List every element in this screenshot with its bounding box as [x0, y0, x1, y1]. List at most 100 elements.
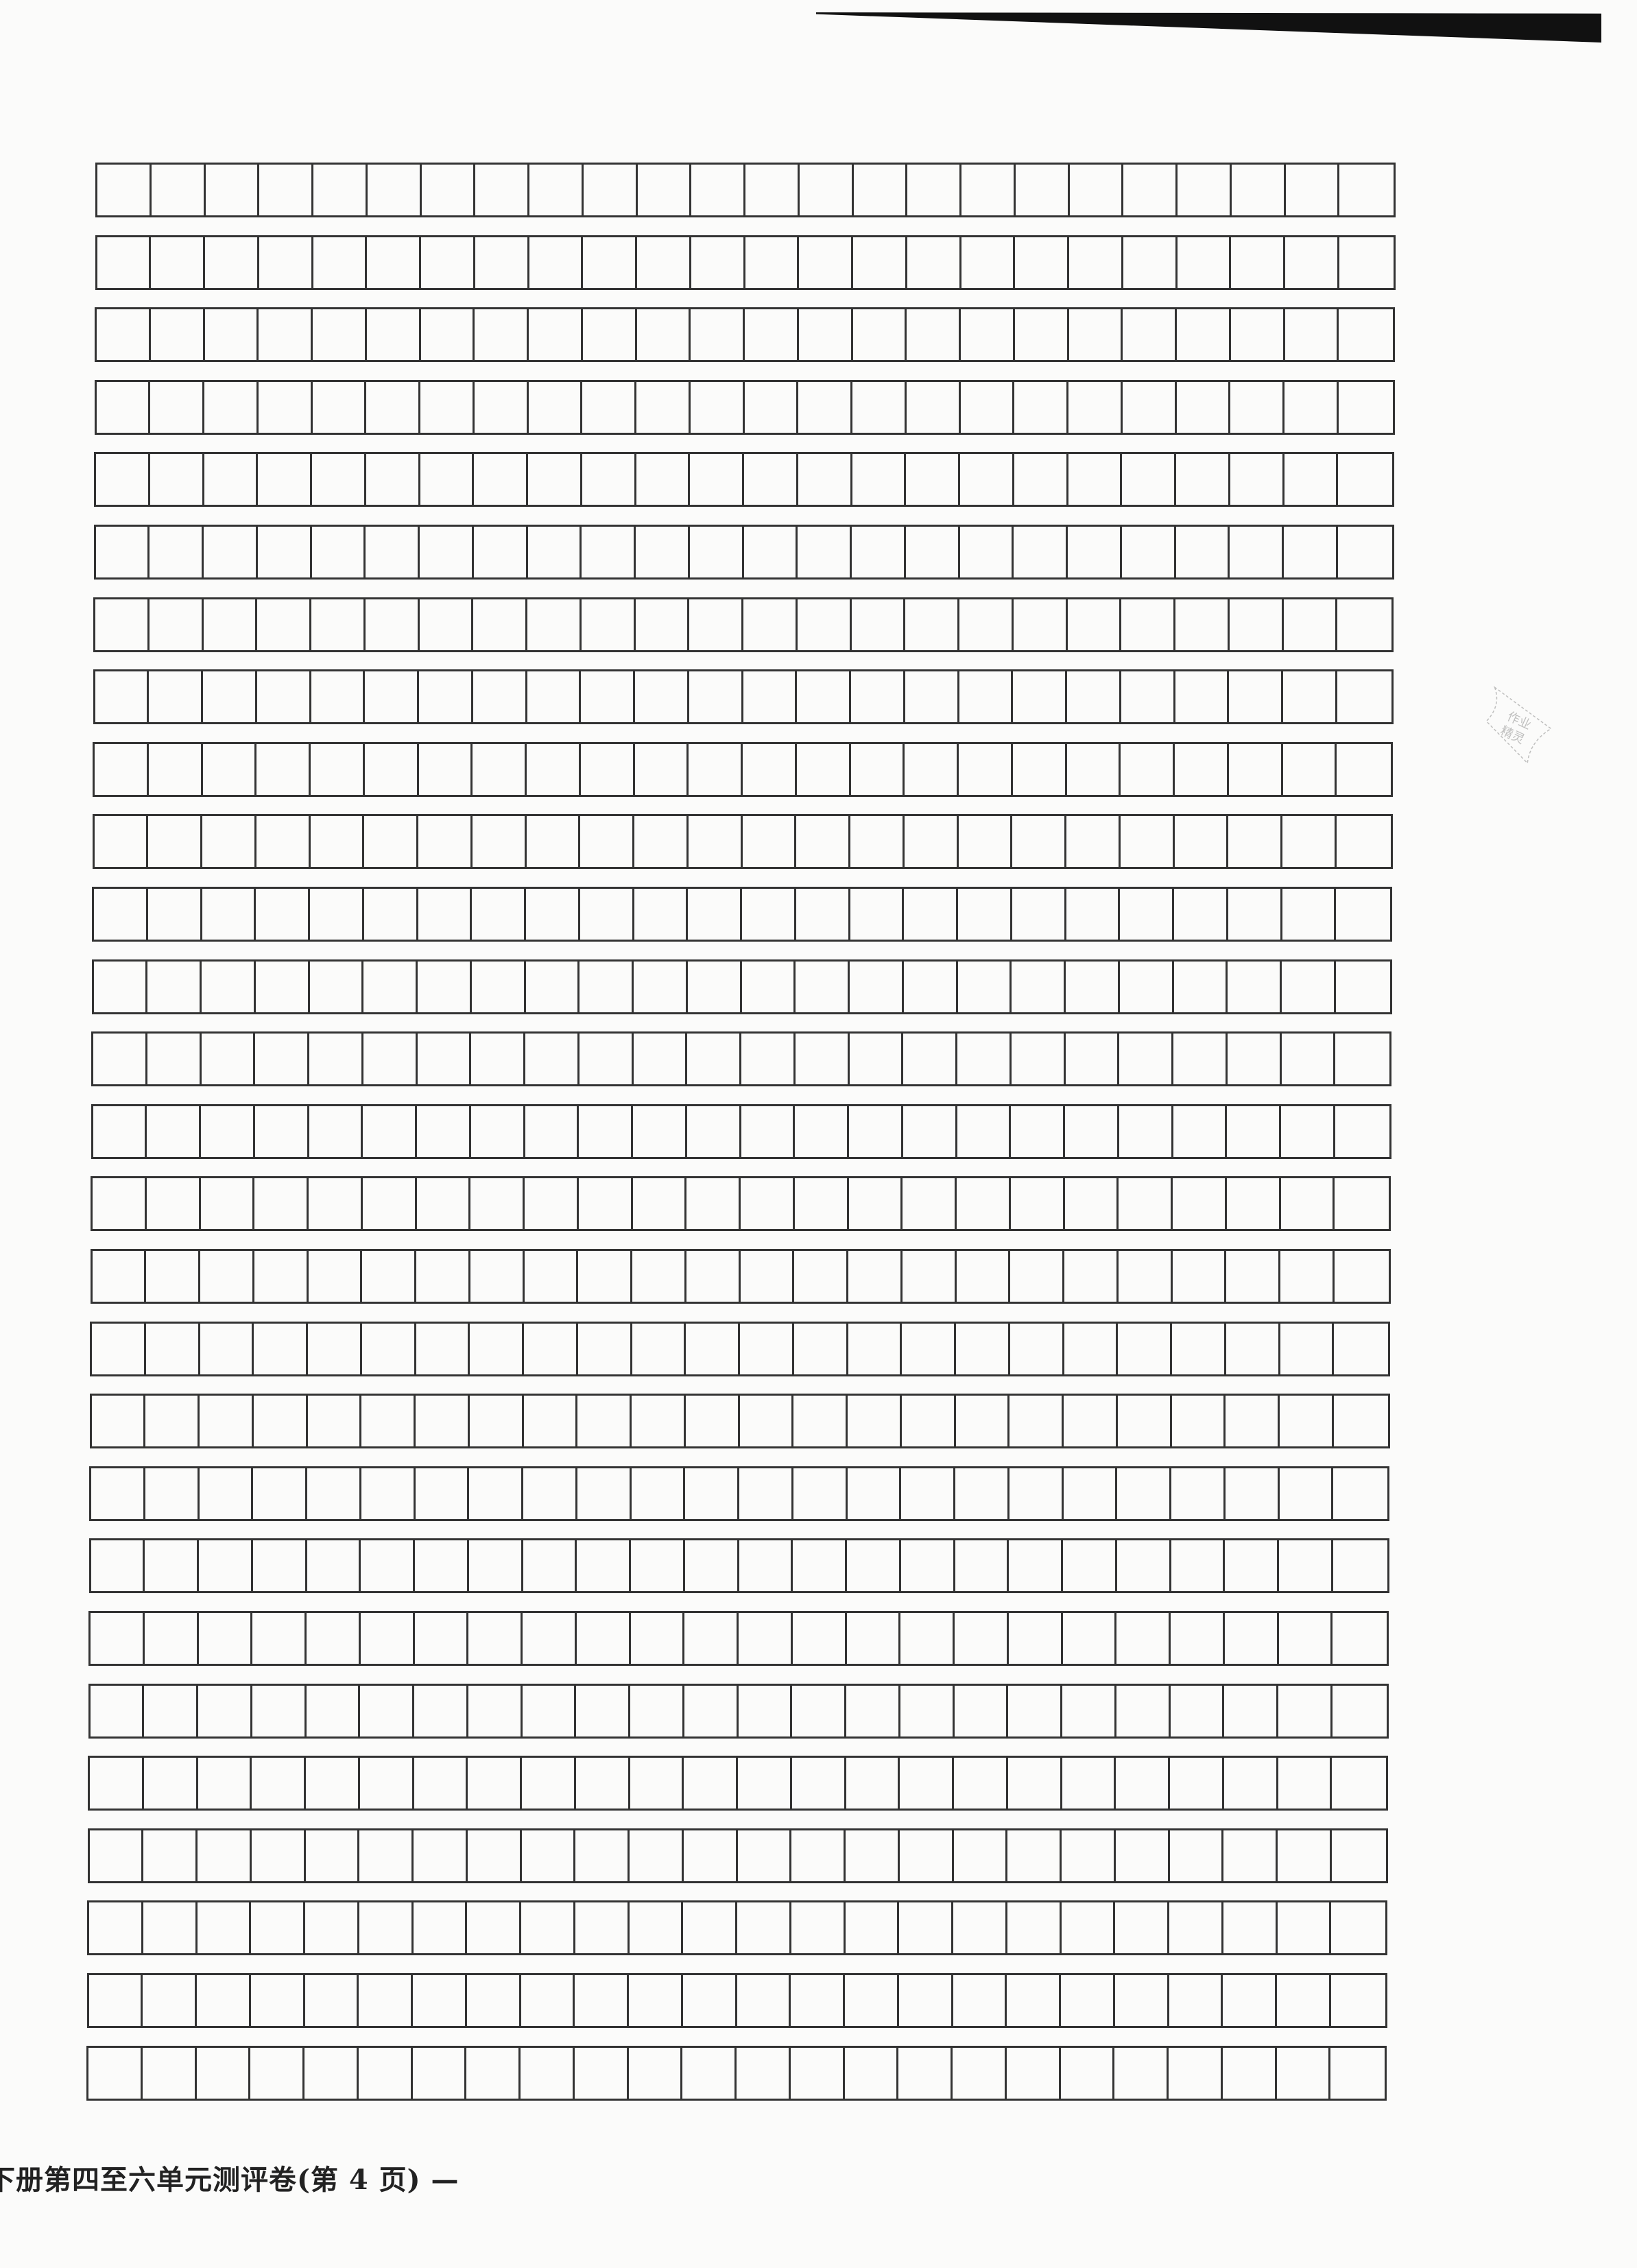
grid-cell — [741, 1251, 795, 1302]
grid-cell — [416, 1396, 470, 1447]
grid-cell — [1119, 1178, 1173, 1230]
grid-cell — [901, 1468, 955, 1519]
grid-cell — [313, 165, 368, 215]
grid-cell — [849, 1178, 903, 1230]
grid-cell — [1014, 527, 1068, 577]
grid-cell — [575, 1902, 630, 1954]
grid-cell — [1067, 743, 1121, 795]
grid-cell — [1335, 1034, 1389, 1084]
grid-cell — [256, 743, 311, 795]
grid-cell — [363, 1106, 417, 1157]
grid-cell — [578, 1251, 632, 1302]
grid-cell — [416, 1251, 470, 1302]
grid-cell — [631, 1613, 685, 1664]
grid-cell — [1282, 889, 1337, 940]
grid-cell — [1014, 599, 1068, 650]
grid-cell — [1175, 816, 1229, 868]
grid-cell — [255, 1034, 309, 1085]
grid-cell — [1285, 309, 1339, 361]
grid-cell — [311, 743, 365, 795]
grid-cell — [97, 381, 151, 433]
grid-cell — [528, 527, 582, 577]
grid-cell — [201, 1178, 255, 1230]
grid-cell — [1171, 1468, 1226, 1519]
grid-cell — [467, 1902, 521, 1954]
grid-cell — [1228, 1034, 1282, 1085]
grid-row — [92, 814, 1393, 870]
grid-cell — [259, 309, 313, 361]
grid-cell — [575, 1830, 630, 1881]
grid-cell — [197, 1975, 251, 2026]
grid-cell — [97, 237, 152, 288]
grid-cell — [1178, 237, 1232, 288]
grid-cell — [743, 599, 798, 650]
grid-cell — [521, 1975, 575, 2026]
grid-cell — [956, 1323, 1010, 1374]
grid-cell — [907, 381, 961, 433]
grid-cell — [630, 1758, 684, 1809]
grid-cell — [1338, 454, 1392, 505]
grid-cell — [632, 1468, 686, 1519]
grid-cell — [469, 1540, 523, 1592]
grid-cell — [96, 454, 150, 505]
grid-cell — [1175, 599, 1230, 650]
grid-cell — [421, 309, 475, 361]
grid-cell — [362, 1323, 416, 1374]
grid-cell — [852, 381, 907, 433]
grid-cell — [632, 1323, 686, 1374]
grid-cell — [252, 1758, 306, 1809]
grid-cell — [791, 1830, 846, 1881]
grid-cell — [1066, 889, 1121, 940]
grid-row — [94, 452, 1394, 508]
grid-cell — [150, 527, 204, 577]
grid-cell — [200, 1251, 254, 1302]
grid-cell — [955, 1613, 1009, 1664]
grid-cell — [738, 1830, 792, 1881]
grid-cell — [629, 2047, 683, 2099]
grid-cell — [1280, 1468, 1334, 1519]
grid-cell — [250, 2047, 304, 2099]
grid-cell — [368, 165, 422, 215]
grid-cell — [744, 454, 798, 505]
grid-cell — [360, 1685, 414, 1736]
grid-cell — [1281, 1106, 1335, 1157]
grid-cell — [473, 671, 527, 723]
grid-cell — [529, 237, 584, 288]
grid-cell — [149, 743, 203, 795]
grid-cell — [636, 527, 690, 577]
grid-cell — [473, 816, 527, 868]
grid-cell — [253, 1540, 307, 1592]
grid-cell — [684, 1830, 738, 1881]
grid-cell — [256, 889, 310, 940]
grid-cell — [1225, 1540, 1279, 1592]
grid-cell — [1123, 165, 1178, 215]
grid-row — [91, 1103, 1391, 1159]
grid-cell — [1278, 1830, 1332, 1881]
grid-cell — [579, 1178, 633, 1230]
page-footer: 下册第四至六单元测评卷(第 4 页) — — [0, 2164, 459, 2196]
grid-cell — [305, 1902, 359, 1954]
grid-cell — [1069, 237, 1123, 288]
grid-cell — [906, 527, 960, 577]
grid-cell — [201, 1106, 255, 1157]
grid-cell — [905, 743, 959, 795]
grid-cell — [1122, 454, 1176, 505]
grid-cell — [307, 1540, 361, 1592]
grid-cell — [1066, 1034, 1120, 1085]
grid-cell — [1223, 2047, 1277, 2099]
grid-row — [93, 669, 1394, 725]
grid-cell — [470, 1323, 524, 1374]
grid-cell — [1070, 165, 1124, 215]
grid-cell — [524, 1396, 578, 1447]
grid-cell — [955, 1468, 1009, 1519]
grid-cell — [308, 1396, 362, 1447]
grid-cell — [251, 1975, 305, 2026]
grid-cell — [689, 599, 743, 650]
grid-cell — [418, 889, 473, 940]
grid-row — [92, 887, 1392, 942]
grid-cell — [145, 1613, 199, 1664]
grid-cell — [579, 1106, 633, 1157]
grid-row — [88, 1683, 1389, 1739]
grid-cell — [203, 671, 257, 723]
grid-cell — [683, 1902, 737, 1954]
